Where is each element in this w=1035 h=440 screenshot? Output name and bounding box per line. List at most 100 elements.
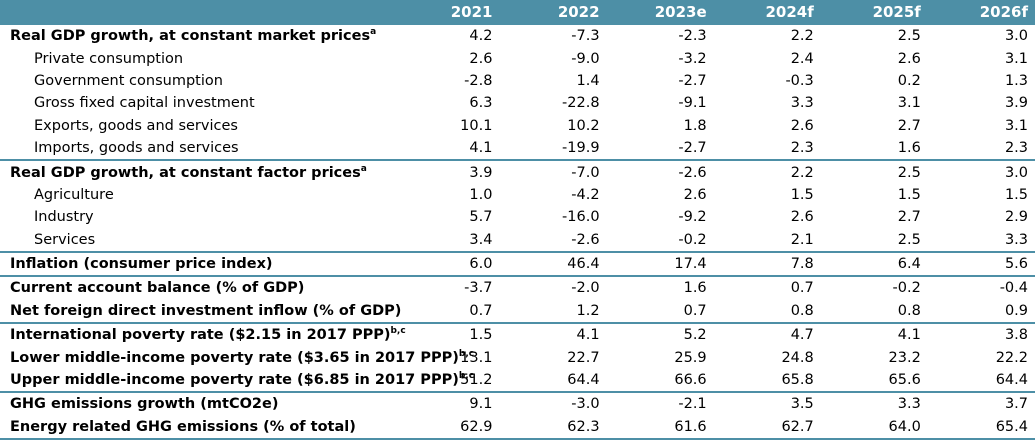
value-cell: 22.2: [995, 349, 1028, 366]
row-label: Agriculture: [0, 184, 392, 206]
value-cell: 2.6: [897, 50, 921, 67]
value-cell: 17.4: [606, 250, 714, 277]
value-cell: 1.2: [576, 302, 600, 319]
row-label-text: Imports, goods and services: [34, 140, 239, 157]
value-cell: 2.1: [790, 231, 814, 248]
value-cell: -22.8: [562, 95, 600, 112]
value-cell: 3.0: [927, 22, 1035, 48]
value-cell: 1.5: [1004, 186, 1028, 203]
table-row: Lower middle-income poverty rate ($3.65 …: [0, 346, 1035, 368]
table-row: Upper middle-income poverty rate ($6.85 …: [0, 369, 1035, 392]
row-label-text: Current account balance (% of GDP): [10, 280, 305, 297]
table-row: International poverty rate ($2.15 in 201…: [0, 322, 1035, 347]
header-row: 2021 2022 2023e 2024f 2025f 2026f: [0, 0, 1035, 24]
footnote-marker: a: [360, 163, 367, 174]
value-cell: 65.8: [781, 372, 814, 389]
value-cell: 3.5: [713, 391, 821, 416]
value-cell: 62.3: [499, 415, 607, 440]
value-cell: 25.9: [674, 349, 707, 366]
value-cell: 2.6: [790, 209, 814, 226]
row-label-text: Private consumption: [34, 50, 184, 67]
row-label-text: GHG emissions growth (mtCO2e): [10, 396, 279, 413]
year-header: 2022: [499, 0, 607, 24]
value-cell: -3.2: [678, 50, 707, 67]
value-cell: 1.8: [683, 117, 707, 134]
value-cell: 1.5: [392, 322, 500, 347]
value-cell: -9.0: [571, 50, 600, 67]
row-label: Energy related GHG emissions (% of total…: [0, 415, 393, 440]
row-label: Exports, goods and services: [0, 115, 392, 137]
value-cell: 3.4: [469, 231, 493, 248]
value-cell: 3.8: [927, 322, 1035, 347]
value-cell: -0.2: [820, 275, 928, 300]
row-label: Private consumption: [0, 47, 392, 69]
row-label: Current account balance (% of GDP): [0, 275, 393, 300]
row-label-text: Upper middle-income poverty rate ($6.85 …: [10, 372, 459, 389]
value-cell: 1.5: [897, 186, 921, 203]
value-cell: 2.2: [713, 159, 821, 184]
footnote-marker: b,c: [458, 348, 475, 359]
value-cell: -2.7: [678, 140, 707, 157]
value-cell: 3.9: [392, 159, 500, 184]
row-label: Real GDP growth, at constant factor pric…: [0, 159, 393, 184]
value-cell: 65.6: [888, 372, 921, 389]
row-label-text: Net foreign direct investment inflow (% …: [10, 302, 402, 319]
value-cell: -0.4: [927, 275, 1035, 300]
value-cell: 64.4: [995, 372, 1028, 389]
row-label: Lower middle-income poverty rate ($3.65 …: [0, 346, 474, 368]
row-label-text: Agriculture: [34, 186, 114, 203]
value-cell: 3.1: [1004, 50, 1028, 67]
value-cell: -9.1: [678, 95, 707, 112]
value-cell: 0.7: [469, 302, 493, 319]
year-header: 2026f: [927, 0, 1035, 24]
row-label: Gross fixed capital investment: [0, 92, 392, 114]
value-cell: 64.4: [567, 372, 600, 389]
row-label-text: Industry: [34, 209, 94, 226]
footnote-marker: b,c: [458, 371, 475, 382]
value-cell: 3.1: [1004, 117, 1028, 134]
value-cell: 2.5: [897, 231, 921, 248]
value-cell: 65.4: [927, 415, 1035, 440]
value-cell: -2.1: [606, 391, 714, 416]
value-cell: 4.1: [499, 322, 607, 347]
value-cell: 61.6: [606, 415, 714, 440]
row-label: GHG emissions growth (mtCO2e): [0, 391, 393, 416]
value-cell: -2.7: [678, 72, 707, 89]
row-label: Inflation (consumer price index): [0, 250, 393, 277]
row-label: Net foreign direct investment inflow (% …: [0, 300, 401, 323]
table-row: Imports, goods and services 4.1 -19.9 -2.7 2…: [0, 137, 1035, 160]
value-cell: 4.1: [820, 322, 928, 347]
value-cell: -4.2: [571, 186, 600, 203]
value-cell: 4.2: [392, 22, 500, 48]
row-label-text: Services: [34, 231, 96, 248]
value-cell: 0.9: [1004, 302, 1028, 319]
year-header: 2024f: [713, 0, 821, 24]
value-cell: 2.3: [1004, 140, 1028, 157]
table-row: Private consumption 2.6 -9.0 -3.2 2.4 2.6 3.1: [0, 47, 1035, 69]
value-cell: -19.9: [562, 140, 600, 157]
value-cell: 2.5: [820, 159, 928, 184]
table-row: Inflation (consumer price index) 6.0 46.4 1…: [0, 250, 1035, 277]
value-cell: 2.6: [790, 117, 814, 134]
row-label: Imports, goods and services: [0, 137, 392, 160]
value-cell: -2.3: [606, 22, 714, 48]
value-cell: 0.8: [897, 302, 921, 319]
table-row: Real GDP growth, at constant factor pric…: [0, 159, 1035, 184]
value-cell: -0.2: [678, 231, 707, 248]
year-header: 2021: [392, 0, 500, 24]
value-cell: 66.6: [674, 372, 707, 389]
value-cell: -2.6: [606, 159, 714, 184]
row-label: International poverty rate ($2.15 in 201…: [0, 322, 406, 347]
value-cell: 6.0: [392, 250, 500, 277]
table-row: Services 3.4 -2.6 -0.2 2.1 2.5 3.3: [0, 229, 1035, 252]
value-cell: 51.2: [460, 372, 493, 389]
value-cell: 3.9: [1004, 95, 1028, 112]
value-cell: 4.1: [469, 140, 493, 157]
value-cell: -16.0: [562, 209, 600, 226]
value-cell: -3.7: [392, 275, 500, 300]
row-label-text: Gross fixed capital investment: [34, 95, 255, 112]
value-cell: 10.2: [567, 117, 600, 134]
row-label: Services: [0, 229, 392, 252]
value-cell: 1.6: [897, 140, 921, 157]
value-cell: 2.6: [469, 50, 493, 67]
